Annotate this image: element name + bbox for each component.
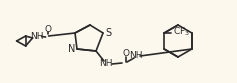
Text: NH: NH (30, 32, 43, 41)
Text: O: O (123, 48, 129, 58)
Text: N: N (68, 44, 76, 54)
Text: NH: NH (99, 60, 113, 68)
Text: NH: NH (129, 50, 143, 60)
Text: O: O (44, 24, 51, 34)
Text: CF$_3$: CF$_3$ (173, 26, 190, 38)
Text: S: S (105, 28, 111, 38)
